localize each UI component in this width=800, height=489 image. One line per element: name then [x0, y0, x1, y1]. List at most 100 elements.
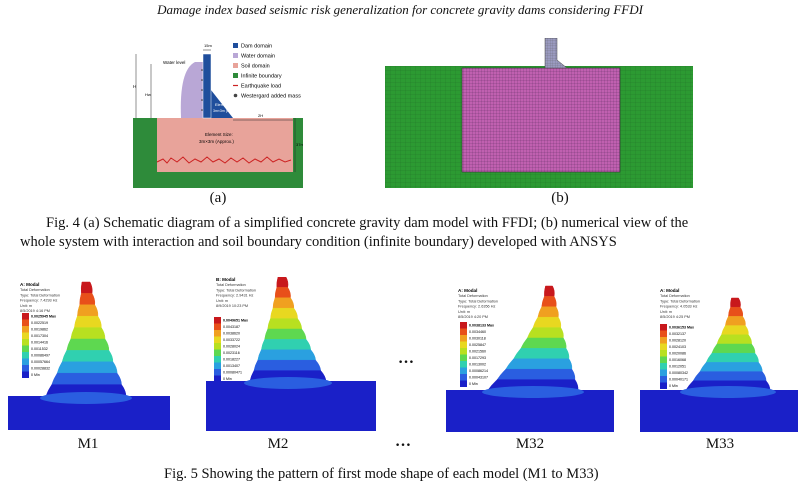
contour-band	[541, 296, 557, 308]
legend-earthquake-load: Earthquake load	[241, 84, 281, 90]
crest-width-label: 15m	[204, 43, 212, 48]
scale-value: 0.0028024	[223, 345, 240, 349]
fig4b-panel-label: (b)	[551, 190, 569, 206]
contour-band	[505, 358, 573, 370]
contour-band	[725, 316, 746, 326]
info-line: Unit: m	[458, 310, 470, 314]
scale-swatch	[214, 336, 221, 343]
legend-soil-domain: Soil domain	[241, 64, 270, 70]
scale-value: 0 Min	[223, 377, 232, 381]
fig4a-schematic-diagram: Water level H Hw 15m 2H 37m Element Size…	[133, 43, 303, 188]
info-line: Frequency: 7.4293 Hz	[20, 299, 57, 303]
contour-band	[264, 328, 307, 340]
scale-swatch	[660, 363, 667, 370]
ellipsis-bottom: …	[395, 433, 412, 450]
contour-band	[699, 362, 763, 372]
legend-dam-domain: Dam domain	[241, 44, 272, 50]
scale-swatch	[22, 345, 29, 352]
contour-band	[520, 337, 567, 349]
scale-value: 0.0017293	[469, 356, 486, 360]
model-label-m1: M1	[77, 436, 99, 452]
scale-swatch	[22, 352, 29, 359]
soil-element-size-label: Element Size:	[205, 132, 233, 137]
scale-swatch	[214, 323, 221, 330]
scale-swatch	[460, 322, 467, 329]
soil-domain-mesh	[461, 67, 621, 173]
scale-swatch	[660, 324, 667, 331]
contour-band	[527, 327, 564, 339]
scale-value: 0.0036153 Max	[669, 326, 694, 330]
scale-value: 0.00057664	[31, 360, 50, 364]
scale-value: 0.0024103	[669, 345, 686, 349]
contour-band	[253, 359, 321, 371]
dam-element-size-value: 3m×3m (Aprox.)	[213, 109, 238, 113]
scale-value: 0.0020086	[669, 352, 686, 356]
scale-value: 0.00028832	[31, 367, 50, 371]
foundation-base	[206, 381, 376, 431]
scale-value: 0.00043107	[469, 376, 488, 380]
scale-swatch	[214, 362, 221, 369]
scale-swatch	[214, 356, 221, 363]
scale-value: 0.0038620	[223, 332, 240, 336]
info-line: Unit: m	[660, 310, 672, 314]
scale-swatch	[214, 349, 221, 356]
scale-value: 0.0018227	[223, 358, 240, 362]
scale-swatch	[660, 369, 667, 376]
scale-swatch	[460, 361, 467, 368]
info-line: 8/5/2019 4:25 PM	[660, 315, 690, 319]
info-line: 8/5/2019 4:16 PM	[20, 309, 50, 313]
contour-band	[261, 339, 311, 351]
dam-domain-region	[203, 54, 233, 118]
info-line: 8/5/2019 4:20 PM	[458, 315, 488, 319]
contour-band	[728, 306, 744, 317]
info-line: A: Modal	[458, 288, 477, 293]
dam-element-size-label: Element Size:	[215, 102, 240, 107]
scale-swatch	[22, 326, 29, 333]
contour-band	[56, 361, 118, 374]
contour-band	[730, 297, 741, 308]
scale-swatch	[22, 332, 29, 339]
soil-depth-label: 37m	[296, 142, 303, 147]
scale-swatch	[214, 369, 221, 376]
contour-band	[79, 293, 96, 306]
scale-swatch	[460, 335, 467, 342]
scale-swatch	[22, 339, 29, 346]
legend-water-domain: Water domain	[241, 54, 275, 60]
legend-infinite-boundary: Infinite boundary	[241, 74, 282, 80]
contour-band	[692, 371, 767, 382]
contour-band	[74, 315, 102, 328]
foundation-bulge	[40, 392, 132, 404]
scale-swatch	[660, 350, 667, 357]
scale-swatch	[660, 337, 667, 344]
scale-swatch	[660, 376, 667, 383]
earthquake-load-line	[156, 156, 292, 164]
model-label-m33: M33	[705, 436, 735, 452]
scale-value: 0.00086497	[31, 354, 50, 358]
scale-swatch	[214, 343, 221, 350]
westergard-added-mass-dots	[201, 69, 203, 111]
fig4a-panel-label: (a)	[209, 190, 227, 206]
scale-value: 0.00080342	[669, 371, 688, 375]
scale-swatch	[22, 319, 29, 326]
scale-value: 0.0022519	[31, 321, 48, 325]
scale-value: 0.0023116	[223, 351, 240, 355]
soil-domain-region	[157, 118, 293, 172]
scale-value: 0.0011532	[31, 347, 48, 351]
info-line: Frequency: 4.0533 Hz	[660, 305, 697, 309]
scale-value: 0.00080471	[223, 371, 242, 375]
contour-band	[80, 281, 93, 294]
fig4a-legend: Dam domain Water domain Soil domain Infi…	[233, 43, 301, 100]
contour-band	[544, 285, 555, 297]
contour-band	[721, 325, 749, 336]
info-line: Total Deformation	[458, 294, 488, 298]
legend-westergard-added-mass: Westergard added mass	[241, 94, 301, 100]
info-line: Unit: m	[20, 304, 32, 308]
scale-value: 0.0032137	[669, 332, 686, 336]
contour-band	[274, 287, 291, 299]
scale-value: 0.0049651 Max	[223, 319, 248, 323]
scale-value: 0.0012051	[669, 365, 686, 369]
info-line: A: Modal	[20, 282, 39, 287]
